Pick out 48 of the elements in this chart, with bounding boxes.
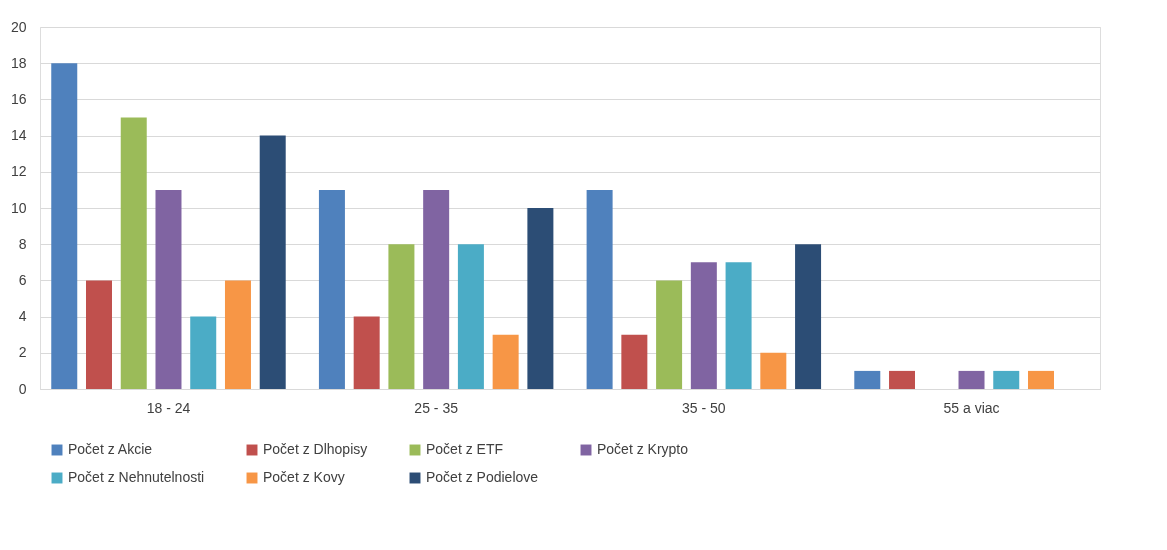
- x-tick-label: 25 - 35: [414, 399, 459, 416]
- legend-label: Počet z Akcie: [68, 441, 153, 457]
- legend-label: Počet z ETF: [426, 441, 504, 457]
- bar: [492, 334, 519, 389]
- legend-label: Počet z Krypto: [597, 441, 689, 457]
- bar: [586, 189, 613, 389]
- legend-label: Počet z Podielove: [426, 469, 539, 485]
- bar: [190, 316, 217, 389]
- legend-label: Počet z Nehnutelnosti: [68, 469, 205, 485]
- bar: [51, 63, 78, 389]
- bar: [318, 189, 345, 389]
- y-tick-label: 8: [18, 235, 27, 252]
- y-tick-label: 14: [10, 127, 27, 144]
- bar: [854, 370, 881, 389]
- y-tick-label: 16: [10, 90, 27, 107]
- bar: [423, 189, 450, 389]
- y-tick-label: 10: [10, 199, 27, 216]
- y-tick-label: 18: [10, 54, 27, 71]
- bar: [155, 189, 182, 389]
- y-tick-label: 20: [10, 18, 27, 35]
- y-tick-label: 6: [18, 271, 27, 288]
- y-tick-label: 0: [18, 380, 27, 397]
- bar: [388, 244, 415, 389]
- bar: [725, 262, 752, 389]
- bar: [958, 370, 985, 389]
- bar: [760, 352, 787, 389]
- x-tick-label: 18 - 24: [146, 399, 191, 416]
- bar: [224, 280, 251, 389]
- bar: [86, 280, 112, 389]
- y-tick-label: 2: [18, 344, 27, 361]
- y-tick-label: 4: [18, 308, 27, 325]
- bar: [993, 370, 1020, 389]
- y-tick-label: 12: [10, 163, 27, 180]
- bar: [621, 334, 648, 389]
- bar: [353, 316, 380, 389]
- bar: [690, 262, 717, 389]
- legend-label: Počet z Dlhopisy: [263, 441, 368, 457]
- bar: [120, 117, 147, 389]
- bar: [457, 244, 484, 389]
- x-tick-label: 55 a viac: [943, 399, 1000, 416]
- bar: [1028, 370, 1054, 389]
- bar: [795, 244, 822, 389]
- x-tick-label: 35 - 50: [682, 399, 726, 416]
- legend-label: Počet z Kovy: [263, 469, 345, 485]
- bar: [259, 135, 286, 389]
- bar: [889, 370, 916, 389]
- bar: [527, 208, 554, 389]
- bar: [656, 280, 683, 389]
